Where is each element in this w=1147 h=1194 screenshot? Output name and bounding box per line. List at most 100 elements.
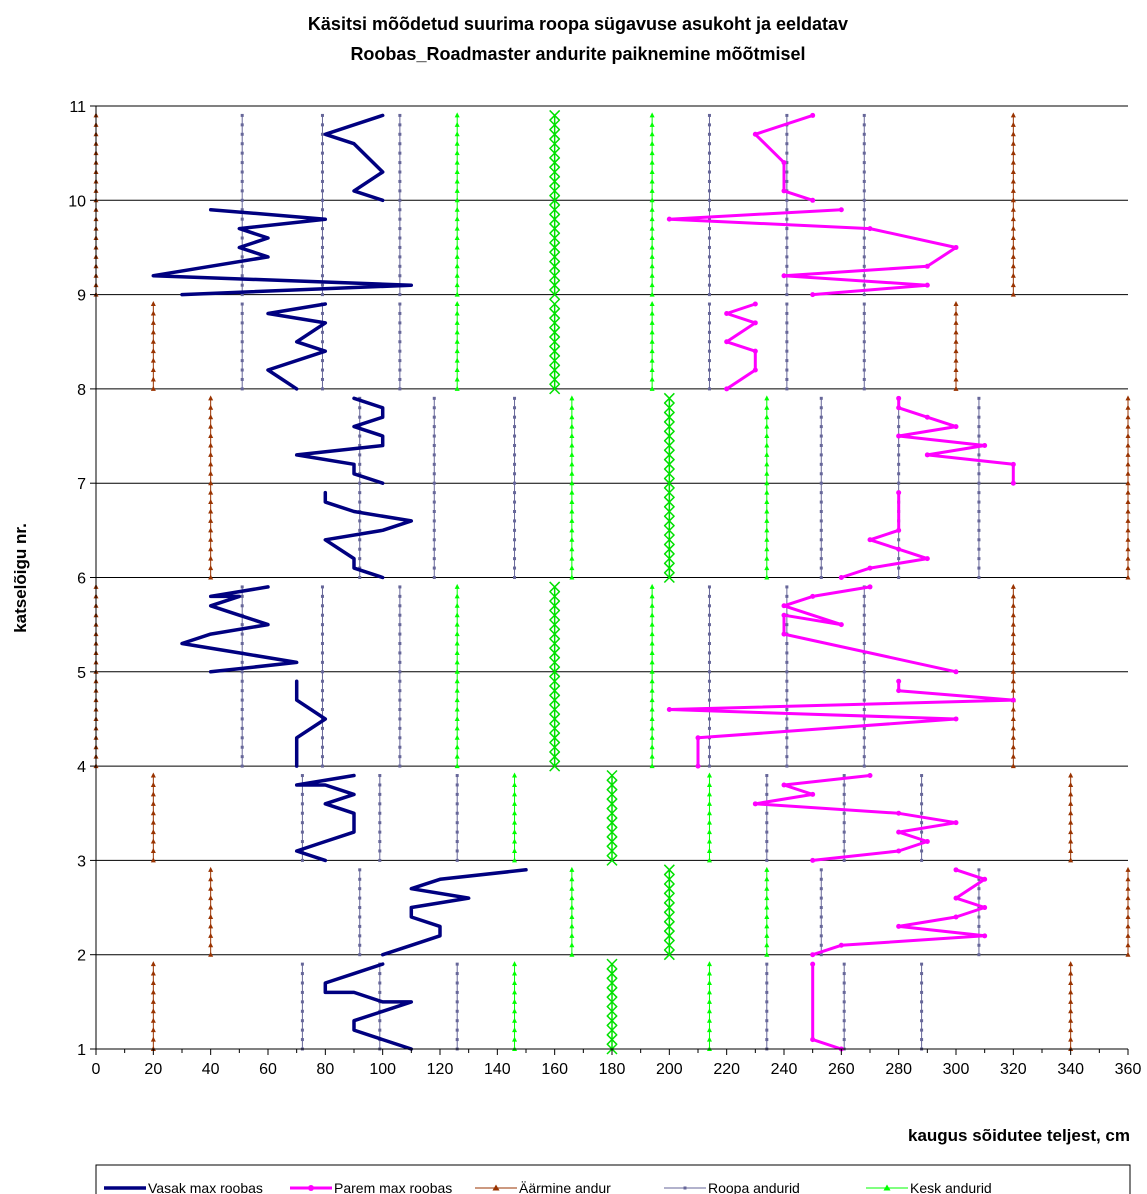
tick-labels: 1 2 3 4 5 6 7 8 9 10 11 0 20 40 60 80 100 120 140 160 180 200… xyxy=(68,99,1141,1078)
center-sensor-marker xyxy=(549,373,561,386)
roopa-sensor-marker xyxy=(398,623,402,627)
aarmine-sensor-marker xyxy=(150,800,156,806)
kesk-sensor-marker xyxy=(512,791,518,797)
kesk-sensor-marker xyxy=(569,461,575,467)
roopa-sensor-marker xyxy=(378,990,382,994)
aarmine-sensor-marker xyxy=(1068,979,1074,985)
aarmine-sensor-marker xyxy=(1010,706,1016,712)
kesk-sensor-marker xyxy=(764,951,770,957)
roopa-sensor-marker xyxy=(977,557,981,561)
roopa-sensor-marker xyxy=(240,632,244,636)
kesk-sensor-marker xyxy=(512,800,518,806)
aarmine-sensor-marker xyxy=(150,329,156,335)
roopa-sensor-marker xyxy=(819,443,823,447)
roopa-sensor-marker xyxy=(785,651,789,655)
roopa-sensor-marker xyxy=(920,830,924,834)
aarmine-sensor-marker xyxy=(150,1017,156,1023)
center-sensor-marker xyxy=(549,581,561,593)
roopa-sensor-marker xyxy=(398,311,402,315)
center-sensor-marker xyxy=(549,289,561,301)
roopa-sensor-marker xyxy=(300,830,304,834)
kesk-sensor-marker xyxy=(649,282,655,288)
roopa-sensor-marker xyxy=(707,264,711,268)
roopa-sensor-marker xyxy=(358,566,362,570)
roopa-sensor-marker xyxy=(300,1028,304,1032)
roopa-sensor-marker xyxy=(897,538,901,542)
roopa-sensor-marker xyxy=(320,387,324,391)
roopa-sensor-marker xyxy=(862,198,866,202)
center-sensor-marker xyxy=(549,637,561,650)
center-sensor-marker xyxy=(549,628,561,640)
roopa-sensor-marker xyxy=(398,236,402,240)
center-sensor-marker xyxy=(549,741,561,753)
aarmine-sensor-marker xyxy=(953,367,959,373)
roopa-sensor-marker xyxy=(819,953,823,957)
roopa-sensor-marker xyxy=(513,462,517,466)
roopa-sensor-marker xyxy=(432,396,436,400)
roopa-sensor-marker xyxy=(862,151,866,155)
roopa-sensor-marker xyxy=(240,387,244,391)
roopa-sensor-marker xyxy=(707,745,711,749)
kesk-sensor-marker xyxy=(454,169,460,175)
x-tick-label: 100 xyxy=(369,1061,396,1078)
kesk-sensor-marker xyxy=(649,169,655,175)
roopa-sensor-marker xyxy=(707,349,711,353)
roopa-sensor-marker xyxy=(240,321,244,325)
x-tick-label: 200 xyxy=(656,1061,683,1078)
roopa-sensor-marker xyxy=(785,340,789,344)
roopa-sensor-marker xyxy=(785,208,789,212)
kesk-sensor-marker xyxy=(706,810,712,816)
roopa-sensor-marker xyxy=(977,576,981,579)
roopa-sensor-marker xyxy=(398,698,402,702)
center-sensor-marker xyxy=(549,119,561,131)
kesk-sensor-marker xyxy=(649,649,655,655)
roopa-sensor-marker xyxy=(432,462,436,466)
roopa-sensor-marker xyxy=(358,491,362,495)
center-sensor-marker xyxy=(663,911,675,923)
kesk-sensor-marker xyxy=(454,621,460,627)
roopa-sensor-marker xyxy=(920,981,924,985)
kesk-sensor-marker xyxy=(454,131,460,137)
roopa-sensor-marker xyxy=(862,708,866,712)
roopa-sensor-marker xyxy=(842,792,846,796)
parem-series-point xyxy=(781,782,787,788)
aarmine-sensor-marker xyxy=(1125,508,1131,514)
roopa-sensor-marker xyxy=(240,161,244,165)
roopa-sensor-marker xyxy=(862,604,866,608)
kesk-sensor-marker xyxy=(764,923,770,929)
aarmine-sensor-marker xyxy=(1125,904,1131,910)
roopa-sensor-marker xyxy=(432,576,436,579)
center-sensor-marker xyxy=(549,675,561,687)
roopa-sensor-marker xyxy=(842,981,846,985)
aarmine-sensor-marker xyxy=(1010,112,1016,118)
roopa-sensor-marker xyxy=(398,613,402,617)
chart-subtitle: Roobas_Roadmaster andurite paiknemine mõ… xyxy=(350,44,805,64)
roopa-sensor-marker xyxy=(240,274,244,278)
center-sensor-marker xyxy=(663,543,675,555)
roopa-sensor-marker xyxy=(920,792,924,796)
roopa-sensor-marker xyxy=(862,189,866,193)
roopa-sensor-marker xyxy=(785,359,789,363)
roopa-sensor-marker xyxy=(398,198,402,202)
roopa-sensor-marker xyxy=(513,576,517,579)
roopa-sensor-marker xyxy=(358,887,362,891)
roopa-sensor-marker xyxy=(398,679,402,683)
roopa-sensor-marker xyxy=(358,557,362,561)
roopa-sensor-marker xyxy=(300,981,304,985)
aarmine-sensor-marker xyxy=(953,348,959,354)
parem-series-point xyxy=(953,914,959,920)
vasak-series-line xyxy=(294,679,328,768)
aarmine-sensor-marker xyxy=(1068,838,1074,844)
center-sensor-marker xyxy=(549,223,561,235)
center-sensor-marker xyxy=(549,685,561,697)
kesk-sensor-marker xyxy=(454,763,460,769)
roopa-sensor-marker xyxy=(977,953,981,957)
roopa-sensor-marker xyxy=(977,481,981,485)
roopa-sensor-marker xyxy=(240,623,244,627)
center-sensor-marker xyxy=(606,1024,618,1036)
roopa-sensor-marker xyxy=(300,972,304,976)
aarmine-sensor-marker xyxy=(1068,829,1074,835)
center-sensor-marker xyxy=(549,279,561,291)
roopa-sensor-marker xyxy=(862,302,866,306)
roopa-sensor-marker xyxy=(765,981,769,985)
